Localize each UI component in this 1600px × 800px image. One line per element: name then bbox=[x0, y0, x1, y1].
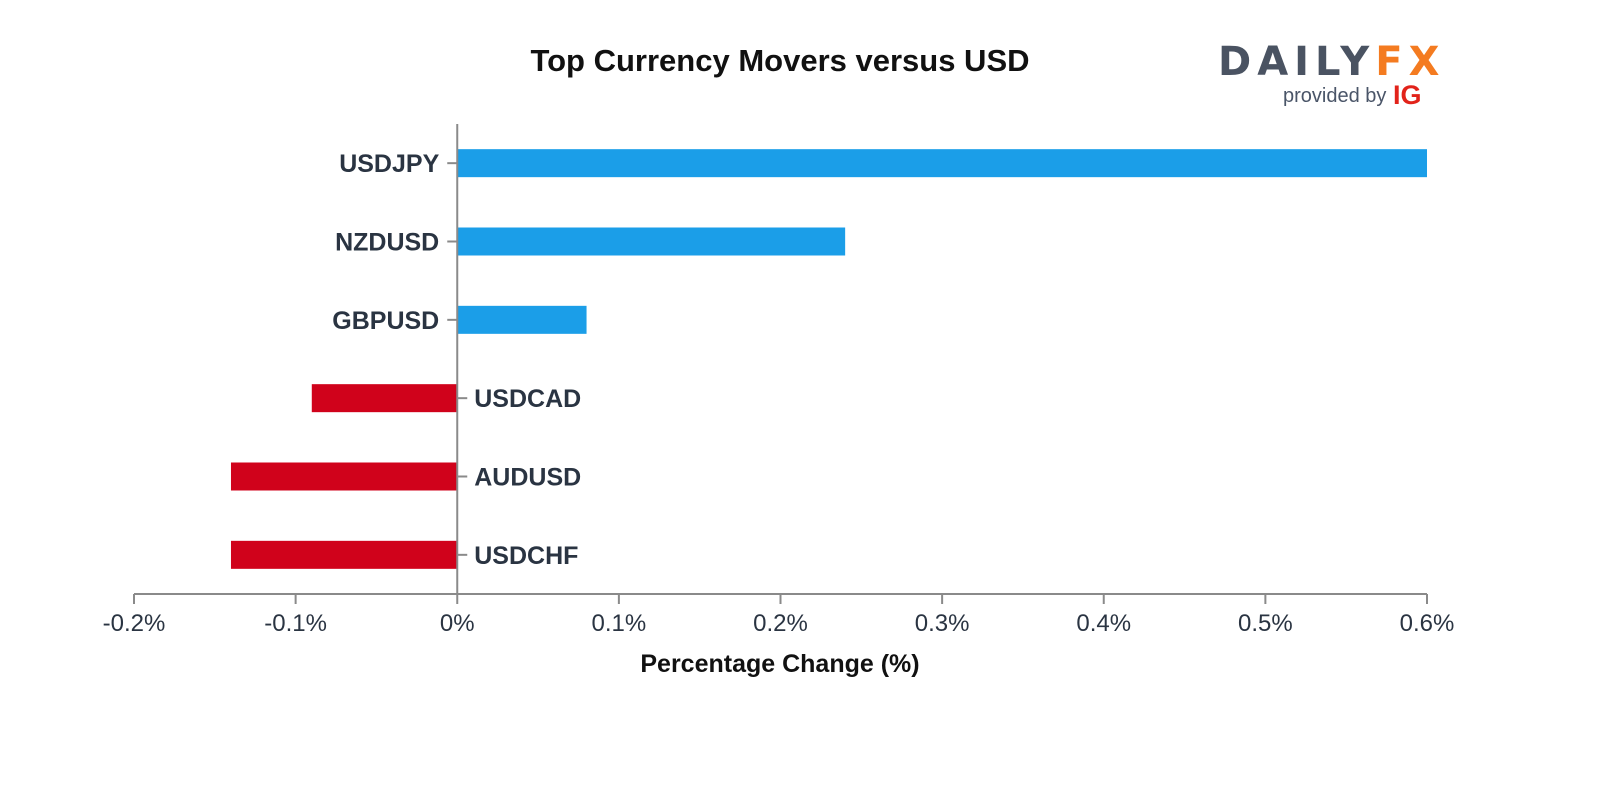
category-label-usdjpy: USDJPY bbox=[339, 150, 439, 178]
logo-brand-text: DAILYFX bbox=[1218, 39, 1445, 85]
category-label-usdchf: USDCHF bbox=[474, 542, 578, 570]
x-tick-label: -0.2% bbox=[103, 610, 166, 637]
chart-title: Top Currency Movers versus USD bbox=[530, 43, 1029, 78]
category-label-audusd: AUDUSD bbox=[474, 464, 581, 492]
x-tick-label: 0.4% bbox=[1076, 610, 1131, 637]
bar-usdchf bbox=[230, 540, 458, 569]
logo-fx-text: FX bbox=[1375, 39, 1445, 85]
category-label-nzdusd: NZDUSD bbox=[335, 229, 439, 257]
bar-nzdusd bbox=[457, 227, 846, 256]
logo-daily-text: DAILY bbox=[1218, 39, 1375, 85]
logo-ig-text: IG bbox=[1393, 80, 1422, 110]
dailyfx-logo: DAILYFX provided by IG bbox=[1218, 39, 1445, 110]
axes-group bbox=[134, 124, 1427, 595]
category-label-usdcad: USDCAD bbox=[474, 385, 581, 413]
x-tick-label: 0.2% bbox=[753, 610, 808, 637]
x-axis-ticks: -0.2% -0.1% 0% 0.1% 0.2% 0.3% 0.4% 0.5% 0.6% bbox=[103, 594, 1455, 637]
x-tick-label: 0.3% bbox=[915, 610, 970, 637]
x-axis-title: Percentage Change (%) bbox=[640, 650, 919, 678]
bar-audusd bbox=[230, 462, 458, 491]
x-tick-label: -0.1% bbox=[264, 610, 327, 637]
bar-gbpusd bbox=[457, 305, 587, 334]
bar-usdjpy bbox=[457, 149, 1427, 178]
x-tick-label: 0.6% bbox=[1400, 610, 1455, 637]
bars-group bbox=[230, 149, 1427, 569]
x-tick-label: 0.1% bbox=[592, 610, 647, 637]
bar-usdcad bbox=[311, 384, 458, 413]
category-labels: USDJPY NZDUSD GBPUSD USDCAD AUDUSD USDCHF bbox=[332, 150, 581, 570]
category-label-gbpusd: GBPUSD bbox=[332, 307, 439, 335]
x-tick-label: 0.5% bbox=[1238, 610, 1293, 637]
x-tick-label: 0% bbox=[440, 610, 475, 637]
logo-provided-by: provided by bbox=[1283, 85, 1386, 107]
